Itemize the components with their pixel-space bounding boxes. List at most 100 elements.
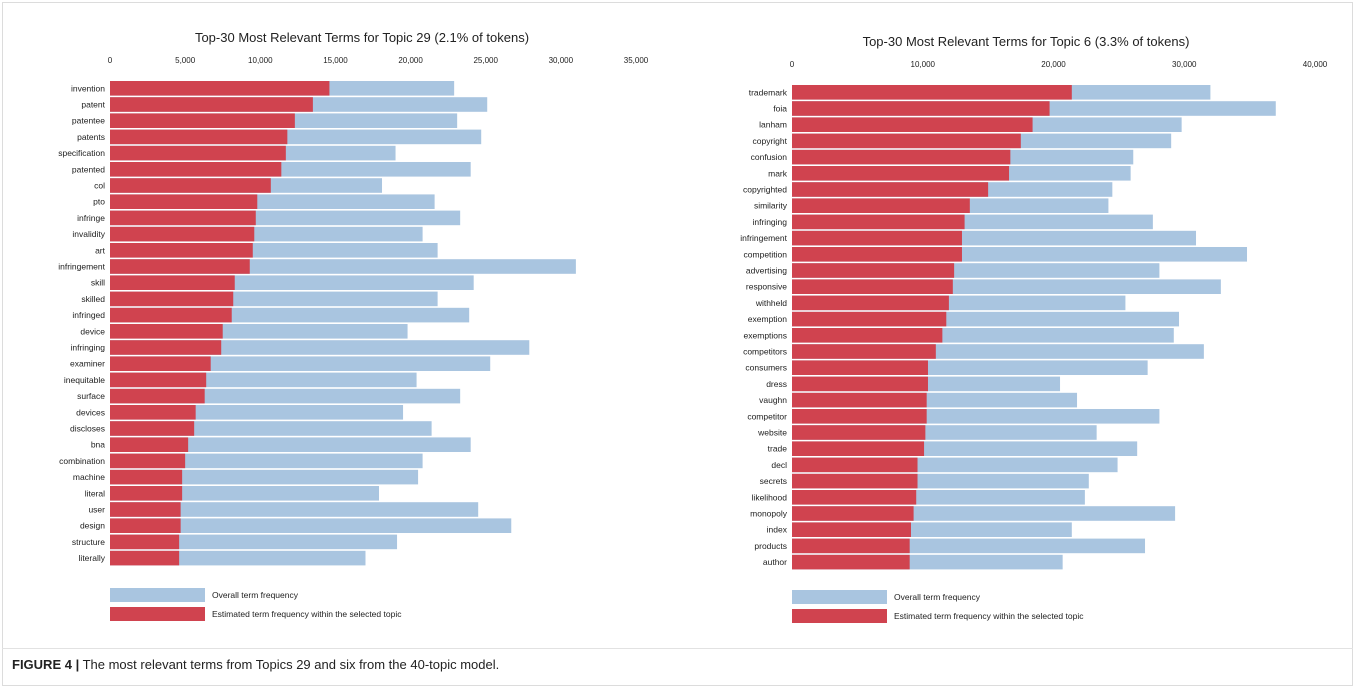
topic-frequency-bar[interactable] xyxy=(792,409,927,424)
bar-row: responsive xyxy=(746,279,1221,294)
bar-row: discloses xyxy=(70,421,432,436)
topic-frequency-bar[interactable] xyxy=(110,502,181,517)
overall-frequency-bar[interactable] xyxy=(110,469,419,485)
topic-frequency-bar[interactable] xyxy=(110,210,256,226)
bar-row: patent xyxy=(81,97,488,112)
topic-frequency-bar[interactable] xyxy=(792,133,1021,149)
topic-frequency-bar[interactable] xyxy=(110,178,271,193)
bar-row: exemptions xyxy=(744,328,1174,343)
figure-panel: Top-30 Most Relevant Terms for Topic 29 … xyxy=(8,8,1349,642)
topic-frequency-bar[interactable] xyxy=(792,263,955,278)
topic-frequency-bar[interactable] xyxy=(110,324,223,339)
category-label: literal xyxy=(85,488,105,498)
topic-frequency-bar[interactable] xyxy=(792,538,910,554)
category-label: vaughn xyxy=(759,395,787,405)
topic-frequency-bar[interactable] xyxy=(792,247,962,262)
topic-frequency-bar[interactable] xyxy=(792,182,989,197)
topic-frequency-bar[interactable] xyxy=(792,230,962,246)
topic-frequency-bar[interactable] xyxy=(110,372,207,388)
topic-frequency-bar[interactable] xyxy=(110,340,222,355)
overall-frequency-bar[interactable] xyxy=(110,453,423,469)
topic-frequency-bar[interactable] xyxy=(110,518,181,533)
topic-frequency-bar[interactable] xyxy=(792,101,1050,116)
topic-frequency-bar[interactable] xyxy=(792,279,953,294)
figure-caption: FIGURE 4 | The most relevant terms from … xyxy=(12,657,499,672)
topic-frequency-bar[interactable] xyxy=(792,506,914,521)
overall-frequency-bar[interactable] xyxy=(110,534,398,550)
topic-frequency-bar[interactable] xyxy=(792,457,918,473)
topic-frequency-bar[interactable] xyxy=(792,328,943,343)
category-label: infringement xyxy=(58,262,105,272)
topic-frequency-bar[interactable] xyxy=(792,554,910,570)
topic-frequency-bar[interactable] xyxy=(110,356,211,371)
topic-frequency-bar[interactable] xyxy=(792,425,926,440)
topic-frequency-bar[interactable] xyxy=(792,311,947,327)
topic-frequency-bar[interactable] xyxy=(792,392,927,408)
topic-frequency-bar[interactable] xyxy=(792,214,965,230)
topic-frequency-bar[interactable] xyxy=(110,162,282,177)
category-label: specification xyxy=(58,148,105,158)
category-label: exemption xyxy=(748,314,787,324)
category-label: inequitable xyxy=(64,375,105,385)
bar-row: foia xyxy=(773,101,1276,116)
bar-row: secrets xyxy=(760,473,1089,489)
bar-row: advertising xyxy=(746,263,1160,278)
overall-frequency-bar[interactable] xyxy=(110,518,512,533)
topic-frequency-bar[interactable] xyxy=(792,376,928,392)
bar-row: likelihood xyxy=(752,490,1085,505)
bar-row: infringed xyxy=(72,307,470,323)
overall-frequency-bar[interactable] xyxy=(110,502,479,517)
bar-row: bna xyxy=(91,437,471,452)
topic-frequency-bar[interactable] xyxy=(792,473,918,489)
topic-frequency-bar[interactable] xyxy=(110,113,295,128)
x-tick-label: 35,000 xyxy=(624,56,649,65)
category-label: lanham xyxy=(759,120,787,130)
topic-frequency-bar[interactable] xyxy=(792,360,928,375)
topic-frequency-bar[interactable] xyxy=(110,421,195,436)
topic-frequency-bar[interactable] xyxy=(792,344,936,359)
bar-row: skill xyxy=(91,275,474,290)
topic-frequency-bar[interactable] xyxy=(792,295,949,311)
topic-frequency-bar[interactable] xyxy=(110,437,189,452)
legend-swatch xyxy=(792,609,887,623)
category-label: monopoly xyxy=(750,509,788,519)
category-label: devices xyxy=(76,407,105,417)
topic-frequency-bar[interactable] xyxy=(110,243,253,258)
topic-frequency-bar[interactable] xyxy=(792,149,1011,165)
topic-frequency-bar[interactable] xyxy=(110,307,232,323)
topic-frequency-bar[interactable] xyxy=(792,166,1010,181)
category-label: competitors xyxy=(743,347,787,357)
topic-frequency-bar[interactable] xyxy=(792,198,970,213)
topic-frequency-bar[interactable] xyxy=(110,486,183,501)
topic-frequency-bar[interactable] xyxy=(110,81,330,96)
topic-frequency-bar[interactable] xyxy=(110,275,235,290)
topic-frequency-bar[interactable] xyxy=(110,259,250,274)
bar-row: invention xyxy=(71,81,455,96)
topic-frequency-bar[interactable] xyxy=(110,469,183,485)
topic-frequency-bar[interactable] xyxy=(110,194,258,209)
topic-frequency-bar[interactable] xyxy=(792,441,925,456)
topic-frequency-bar[interactable] xyxy=(792,522,911,537)
topic-frequency-bar[interactable] xyxy=(110,550,180,566)
bar-row: patentee xyxy=(72,113,458,128)
topic-frequency-bar[interactable] xyxy=(110,97,313,112)
topic-frequency-bar[interactable] xyxy=(110,291,234,307)
topic-frequency-bar[interactable] xyxy=(792,117,1033,132)
bar-row: infringe xyxy=(77,210,461,226)
topic-frequency-bar[interactable] xyxy=(792,85,1072,100)
topic-frequency-bar[interactable] xyxy=(110,226,255,242)
x-tick-label: 0 xyxy=(790,60,795,69)
topic-frequency-bar[interactable] xyxy=(110,388,205,404)
topic-frequency-bar[interactable] xyxy=(110,129,288,145)
bar-row: vaughn xyxy=(759,392,1078,408)
topic-frequency-bar[interactable] xyxy=(110,145,286,161)
overall-frequency-bar[interactable] xyxy=(110,437,471,452)
bar-row: copyright xyxy=(753,133,1172,149)
bar-row: patents xyxy=(77,129,482,145)
topic-frequency-bar[interactable] xyxy=(792,490,917,505)
topic-frequency-bar[interactable] xyxy=(110,534,180,550)
topic-frequency-bar[interactable] xyxy=(110,405,196,420)
bar-row: withheld xyxy=(755,295,1126,311)
topic-frequency-bar[interactable] xyxy=(110,453,186,469)
